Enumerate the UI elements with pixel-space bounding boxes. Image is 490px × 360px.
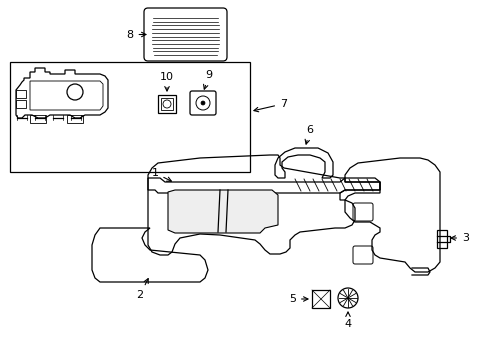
Text: 5: 5	[289, 294, 308, 304]
Bar	[10, 62, 250, 172]
Bar	[30, 115, 46, 123]
Circle shape	[201, 101, 205, 105]
Bar	[67, 115, 83, 123]
Text: 1: 1	[151, 168, 172, 181]
Text: 7: 7	[254, 99, 287, 112]
Bar	[16, 90, 26, 98]
Bar	[161, 98, 173, 110]
Bar	[312, 290, 330, 308]
Bar	[16, 100, 26, 108]
Text: 4: 4	[344, 312, 351, 329]
Text: 9: 9	[203, 70, 213, 89]
Text: 3: 3	[451, 233, 469, 243]
Bar	[158, 95, 176, 113]
Text: 6: 6	[305, 125, 314, 144]
Text: 10: 10	[160, 72, 174, 91]
FancyBboxPatch shape	[144, 8, 227, 61]
Text: 2: 2	[136, 279, 148, 300]
Text: 8: 8	[126, 30, 146, 40]
Bar	[437, 230, 447, 248]
Polygon shape	[168, 190, 278, 233]
